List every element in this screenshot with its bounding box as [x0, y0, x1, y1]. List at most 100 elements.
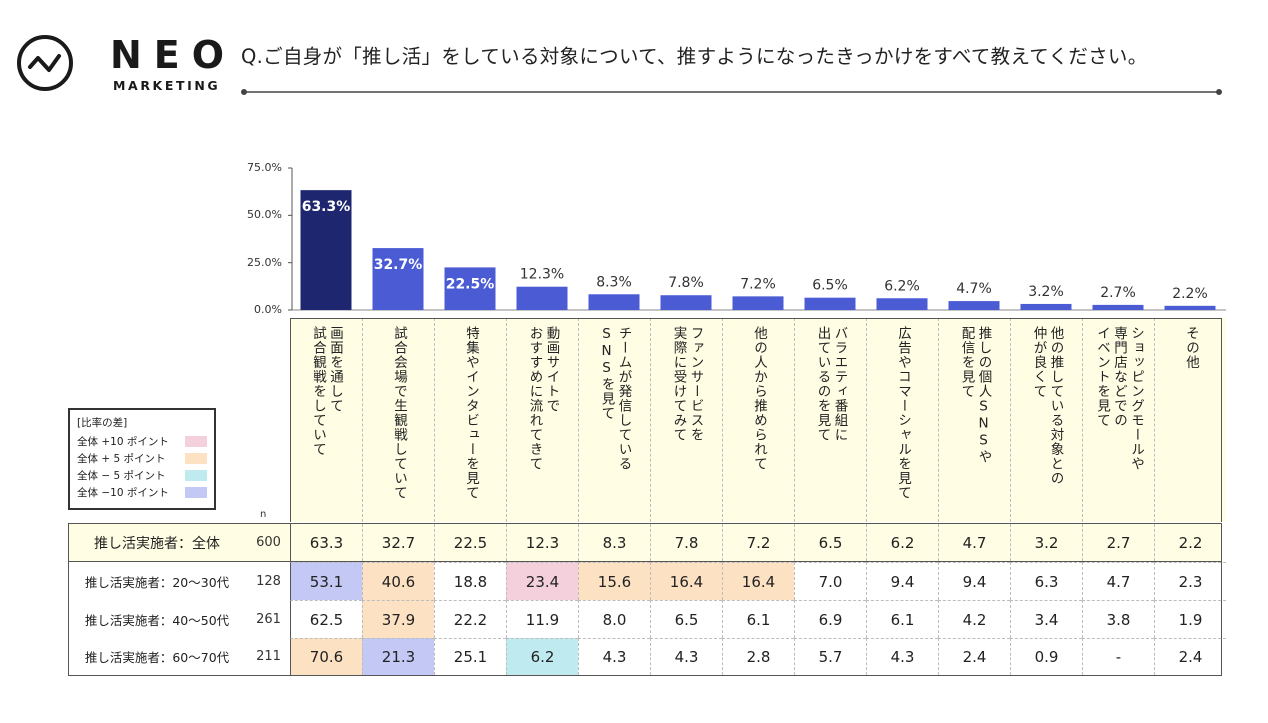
bar-value-label: 4.7%	[956, 281, 992, 297]
y-tick-label: 75.0%	[247, 161, 282, 174]
table-cell: 16.4	[650, 562, 722, 600]
bar-value-label: 8.3%	[596, 274, 632, 290]
table-cell: 2.3	[1154, 562, 1226, 600]
question-title: Q.ご自身が「推し活」をしている対象について、推すようになったきっかけをすべて教…	[241, 45, 1148, 68]
category-cell: チームが発信している SNSを見て	[578, 318, 650, 522]
bar	[948, 301, 1000, 310]
table-cell: 7.0	[794, 562, 866, 600]
row-label: 推し活実施者：60〜70代	[84, 650, 230, 665]
category-label: ファンサービスを 実際に受けてみて	[670, 326, 704, 442]
bar-value-label: 6.5%	[812, 278, 848, 294]
legend-swatch	[185, 436, 207, 447]
brand-logo: NEO MARKETING	[16, 30, 224, 93]
category-cell: 特集やインタビューを見て	[434, 318, 506, 522]
legend-item: 全体 + 5 ポイント	[77, 450, 207, 467]
table-cell: 4.7	[938, 524, 1010, 561]
row-sample-size: 600	[256, 535, 281, 550]
bar	[1020, 303, 1072, 310]
legend-item: 全体 − 5 ポイント	[77, 467, 207, 484]
table-cell: 4.7	[1082, 562, 1154, 600]
legend-item-label: 全体 + 5 ポイント	[77, 453, 166, 465]
table-cell: 11.9	[506, 600, 578, 638]
category-label: 試合会場で生観戦していて	[391, 326, 407, 500]
category-label: ショッピングモールや 専門店などでの イベントを見て	[1094, 326, 1144, 471]
table-cell: 9.4	[866, 562, 938, 600]
y-tick-label: 50.0%	[247, 208, 282, 222]
category-cell: 他の推している対象との 仲が良くて	[1010, 318, 1082, 522]
table-cell: 2.8	[722, 638, 794, 675]
n-column-label: n	[260, 509, 267, 520]
table-cell: 63.3	[290, 524, 362, 561]
table-row: 推し活実施者：60〜70代 211 70.6 21.3 25.1 6.2 4.3 4.3 2.8…	[68, 638, 1226, 676]
category-cell: 動画サイトで おすすめに流れてきて	[506, 318, 578, 522]
bar-value-label: 22.5%	[446, 276, 495, 292]
neo-logo-icon	[17, 35, 73, 91]
category-cell: ファンサービスを 実際に受けてみて	[650, 318, 722, 522]
legend-item-label: 全体 −10 ポイント	[77, 487, 169, 499]
table-cell: 7.8	[650, 524, 722, 561]
category-label: バラエティ番組に 出ているのを見て	[814, 326, 848, 442]
table-cell: 4.3	[650, 638, 722, 675]
bar-value-label: 2.2%	[1172, 286, 1208, 302]
legend-item-label: 全体 − 5 ポイント	[77, 470, 166, 482]
bar-value-label: 32.7%	[374, 257, 423, 273]
category-cell: 推しの個人SNSや 配信を見て	[938, 318, 1010, 522]
row-sample-size: 261	[256, 611, 281, 627]
bar-value-label: 12.3%	[520, 267, 564, 283]
bar	[1092, 304, 1144, 310]
legend-swatch	[185, 487, 207, 498]
brand-sub: MARKETING	[113, 78, 221, 93]
table-cell: -	[1082, 638, 1154, 675]
table-cell: 6.2	[866, 524, 938, 561]
row-sample-size: 128	[256, 573, 281, 589]
bar	[372, 248, 424, 310]
table-cell: 0.9	[1010, 638, 1082, 675]
table-row: 推し活実施者：20〜30代 128 53.1 40.6 18.8 23.4 15.6 16.4…	[68, 562, 1226, 600]
table-cell: 70.6	[290, 638, 362, 675]
bar	[732, 296, 784, 310]
table-cell: 2.4	[938, 638, 1010, 675]
category-cell: 画面を通して 試合観戦をしていて	[290, 318, 362, 522]
table-cell: 3.8	[1082, 600, 1154, 638]
table-cell: 25.1	[434, 638, 506, 675]
title-underline	[241, 89, 1222, 95]
legend-swatch	[185, 453, 207, 464]
category-label: 他の推している対象との 仲が良くて	[1030, 326, 1064, 486]
table-cell: 3.4	[1010, 600, 1082, 638]
difference-legend: [比率の差] 全体 +10 ポイント 全体 + 5 ポイント 全体 − 5 ポイ…	[68, 408, 216, 510]
category-cell: 試合会場で生観戦していて	[362, 318, 434, 522]
bar	[876, 298, 928, 310]
table-cell: 6.1	[722, 600, 794, 638]
bar-value-label: 7.2%	[740, 276, 776, 292]
table-cell: 18.8	[434, 562, 506, 600]
table-cell: 23.4	[506, 562, 578, 600]
legend-swatch	[185, 470, 207, 481]
category-label: 推しの個人SNSや 配信を見て	[958, 326, 992, 464]
category-label: 広告やコマーシャルを見て	[895, 326, 911, 500]
row-label: 推し活実施者：40〜50代	[84, 612, 230, 628]
table-cell: 4.3	[866, 638, 938, 675]
table-cell: 16.4	[722, 562, 794, 600]
table-cell: 2.4	[1154, 638, 1226, 675]
category-cell: 他の人から推められて	[722, 318, 794, 522]
legend-title: [比率の差]	[77, 417, 128, 429]
table-cell: 22.5	[434, 524, 506, 561]
table-cell: 2.2	[1154, 524, 1226, 561]
brand-name: NEO	[110, 33, 237, 77]
category-cell: 広告やコマーシャルを見て	[866, 318, 938, 522]
table-cell: 6.3	[1010, 562, 1082, 600]
row-label: 推し活実施者：20〜30代	[84, 574, 230, 590]
legend-item: 全体 +10 ポイント	[77, 433, 207, 450]
table-row: 推し活実施者：40〜50代 261 62.5 37.9 22.2 11.9 8.0 6.5 6.…	[68, 600, 1226, 638]
category-label: チームが発信している SNSを見て	[598, 326, 632, 471]
row-label: 推し活実施者：全体	[94, 535, 220, 552]
bar	[444, 267, 496, 310]
table-cell: 2.7	[1082, 524, 1154, 561]
category-label: 特集やインタビューを見て	[463, 326, 479, 500]
table-cell: 4.3	[578, 638, 650, 675]
bar	[300, 190, 352, 310]
category-label: その他	[1183, 326, 1199, 370]
bar-value-label: 2.7%	[1100, 285, 1136, 301]
category-cell: その他	[1154, 318, 1226, 522]
category-label: 画面を通して 試合観戦をしていて	[310, 326, 343, 457]
